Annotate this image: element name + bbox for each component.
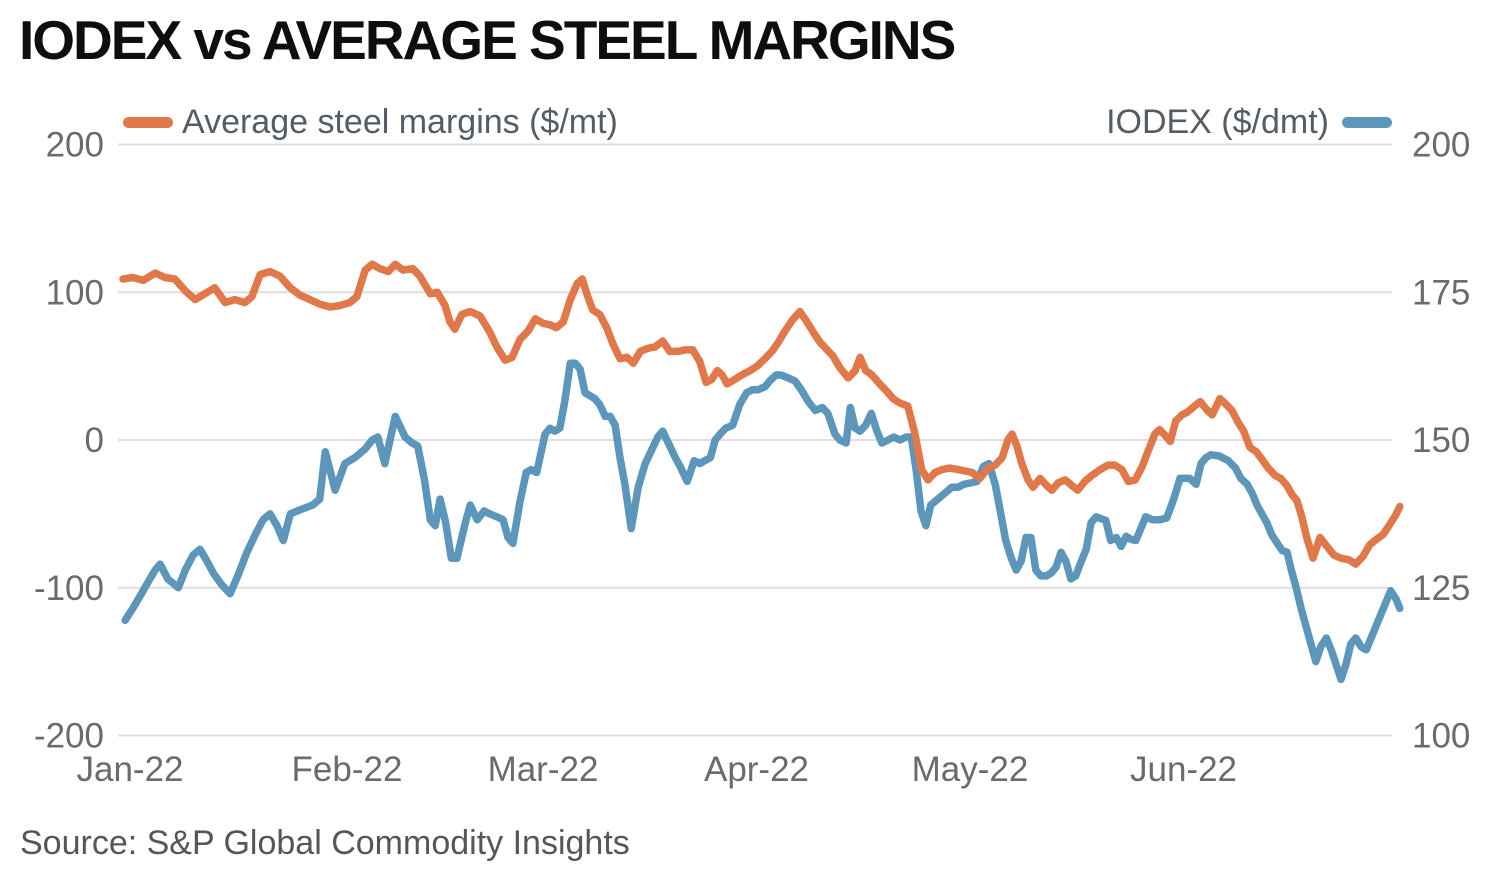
y-axis-right-tick: 150 [1412,421,1470,460]
steel-margins-line [119,260,1404,568]
iodex-legend-label: IODEX ($/dmt) [1106,102,1329,141]
iodex-line [121,359,1404,684]
x-axis-tick: Jan-22 [76,750,183,789]
x-axis-tick: May-22 [912,750,1029,789]
y-axis-left-tick: -200 [34,717,104,756]
steel-margins-legend-swatch [123,116,173,128]
iodex-legend-swatch [1342,116,1392,128]
x-axis-tick: Apr-22 [704,750,809,789]
y-axis-left-tick: 100 [46,273,104,312]
x-axis-tick: Jun-22 [1130,750,1237,789]
y-axis-right-tick: 125 [1412,569,1470,608]
legend-steel-margins: Average steel margins ($/mt) [123,102,618,141]
legend-iodex: IODEX ($/dmt) [1106,102,1392,141]
y-axis-right-tick: 200 [1412,126,1470,165]
steel-margins-legend-label: Average steel margins ($/mt) [182,102,618,141]
source-note: Source: S&P Global Commodity Insights [20,824,630,862]
x-axis-tick: Mar-22 [488,750,599,789]
x-axis-tick: Feb-22 [292,750,403,789]
page-title: IODEX vs AVERAGE STEEL MARGINS [19,9,956,71]
y-axis-right-tick: 100 [1412,717,1470,756]
y-axis-left-tick: 0 [85,421,104,460]
y-axis-right-tick: 175 [1412,273,1470,312]
y-axis-left-tick: 200 [46,126,104,165]
y-axis-left-tick: -100 [34,569,104,608]
